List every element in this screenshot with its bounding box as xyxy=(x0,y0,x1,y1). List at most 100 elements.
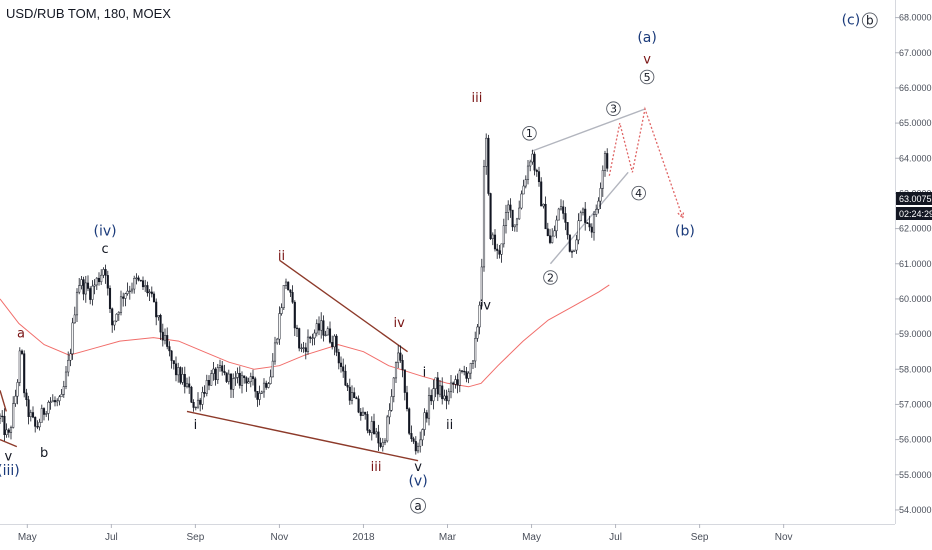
candle-body xyxy=(194,406,197,409)
candle-body xyxy=(128,290,131,293)
candle-body xyxy=(234,377,237,379)
candle-body xyxy=(590,226,593,233)
wave-label: v xyxy=(643,52,651,67)
candle-body xyxy=(177,367,180,376)
candle-body xyxy=(232,378,235,390)
wave-label: v xyxy=(5,450,13,465)
candle-body xyxy=(487,137,490,194)
candle-body xyxy=(126,290,129,294)
candle-body xyxy=(493,234,497,250)
candle-body xyxy=(474,338,477,362)
wave-label: iii xyxy=(471,91,482,106)
candle-body xyxy=(478,304,481,328)
y-tick-label: 68.0000 xyxy=(899,13,932,23)
chart-title: USD/RUB TOM, 180, MOEX xyxy=(6,6,171,21)
candle-body xyxy=(467,372,470,379)
upper-wedge-trendline[interactable] xyxy=(279,259,408,353)
candle-body xyxy=(170,350,173,361)
candle-body xyxy=(342,366,345,372)
candle-body xyxy=(25,392,28,400)
candle-body xyxy=(245,377,248,384)
y-tick-label: 64.0000 xyxy=(899,153,932,163)
lower-wedge-trendline[interactable] xyxy=(186,410,419,462)
candle-body xyxy=(273,342,277,362)
candle-body xyxy=(58,396,61,402)
candle-body xyxy=(82,279,85,295)
candle-body xyxy=(359,411,362,416)
wave-label-circle xyxy=(410,497,426,514)
candle-body xyxy=(427,395,431,419)
candle-body xyxy=(1,415,4,418)
candle-body xyxy=(64,371,68,387)
candle-body xyxy=(302,347,305,349)
candle-body xyxy=(399,352,402,361)
candle-body xyxy=(267,383,270,388)
candle-body xyxy=(537,171,541,183)
candle-body xyxy=(42,408,46,415)
candle-body xyxy=(256,391,259,400)
candle-body xyxy=(84,282,87,295)
candle-body xyxy=(16,382,19,397)
candle-body xyxy=(421,429,424,441)
candle-body xyxy=(38,421,41,428)
candle-body xyxy=(471,360,475,364)
candle-body xyxy=(49,401,52,403)
candle-body xyxy=(465,371,468,379)
candle-body xyxy=(309,336,312,339)
candle-body xyxy=(588,223,591,228)
candle-body xyxy=(476,326,479,339)
candle-body xyxy=(436,377,439,395)
candle-body xyxy=(29,412,32,417)
candle-body xyxy=(31,412,35,418)
candle-body xyxy=(522,185,525,195)
candle-body xyxy=(86,282,90,289)
candle-body xyxy=(18,350,21,383)
start-line-trendline[interactable] xyxy=(0,438,18,448)
candle-body xyxy=(419,439,422,447)
candle-body xyxy=(535,169,538,172)
candle-body xyxy=(97,277,101,283)
last-price-value: 63.0075 xyxy=(899,194,932,204)
candle-body xyxy=(196,399,200,408)
x-tick-label: 2018 xyxy=(352,532,375,543)
candle-body xyxy=(282,285,285,308)
candle-body xyxy=(425,412,428,419)
candle-body xyxy=(344,370,347,386)
candle-body xyxy=(174,363,178,376)
wave-label: (v) xyxy=(408,473,427,489)
wave-label-circle xyxy=(606,101,621,116)
wave-label: 5 xyxy=(644,71,651,84)
candle-body xyxy=(320,320,323,331)
x-tick-label: May xyxy=(18,532,37,543)
candle-body xyxy=(258,393,261,400)
candle-body xyxy=(573,249,576,252)
candle-body xyxy=(463,370,466,373)
candle-body xyxy=(133,278,136,290)
candle-body xyxy=(568,234,571,252)
triangle-upper-trendline[interactable] xyxy=(531,108,646,152)
wave-label: (a) xyxy=(637,30,657,46)
candle-body xyxy=(199,399,202,405)
candle-body xyxy=(458,370,461,386)
wave-label-circle xyxy=(522,126,537,141)
candle-body xyxy=(379,442,382,447)
candle-body xyxy=(306,336,310,352)
candle-body xyxy=(203,392,206,394)
y-tick-label: 65.0000 xyxy=(899,118,932,128)
candle-body xyxy=(555,219,558,232)
candle-body xyxy=(452,382,455,385)
wave-label: 3 xyxy=(610,103,617,116)
candle-body xyxy=(507,204,510,213)
y-tick-label: 55.0000 xyxy=(899,470,932,480)
candle-body xyxy=(575,239,578,251)
candle-body xyxy=(221,365,224,372)
y-tick-label: 57.0000 xyxy=(899,399,932,409)
start-line-trendline[interactable] xyxy=(0,390,7,412)
candle-body xyxy=(322,320,325,336)
candle-body xyxy=(229,373,233,390)
candle-body xyxy=(144,285,147,288)
candle-body xyxy=(5,429,8,435)
candle-body xyxy=(53,400,57,403)
candle-body xyxy=(546,228,549,236)
